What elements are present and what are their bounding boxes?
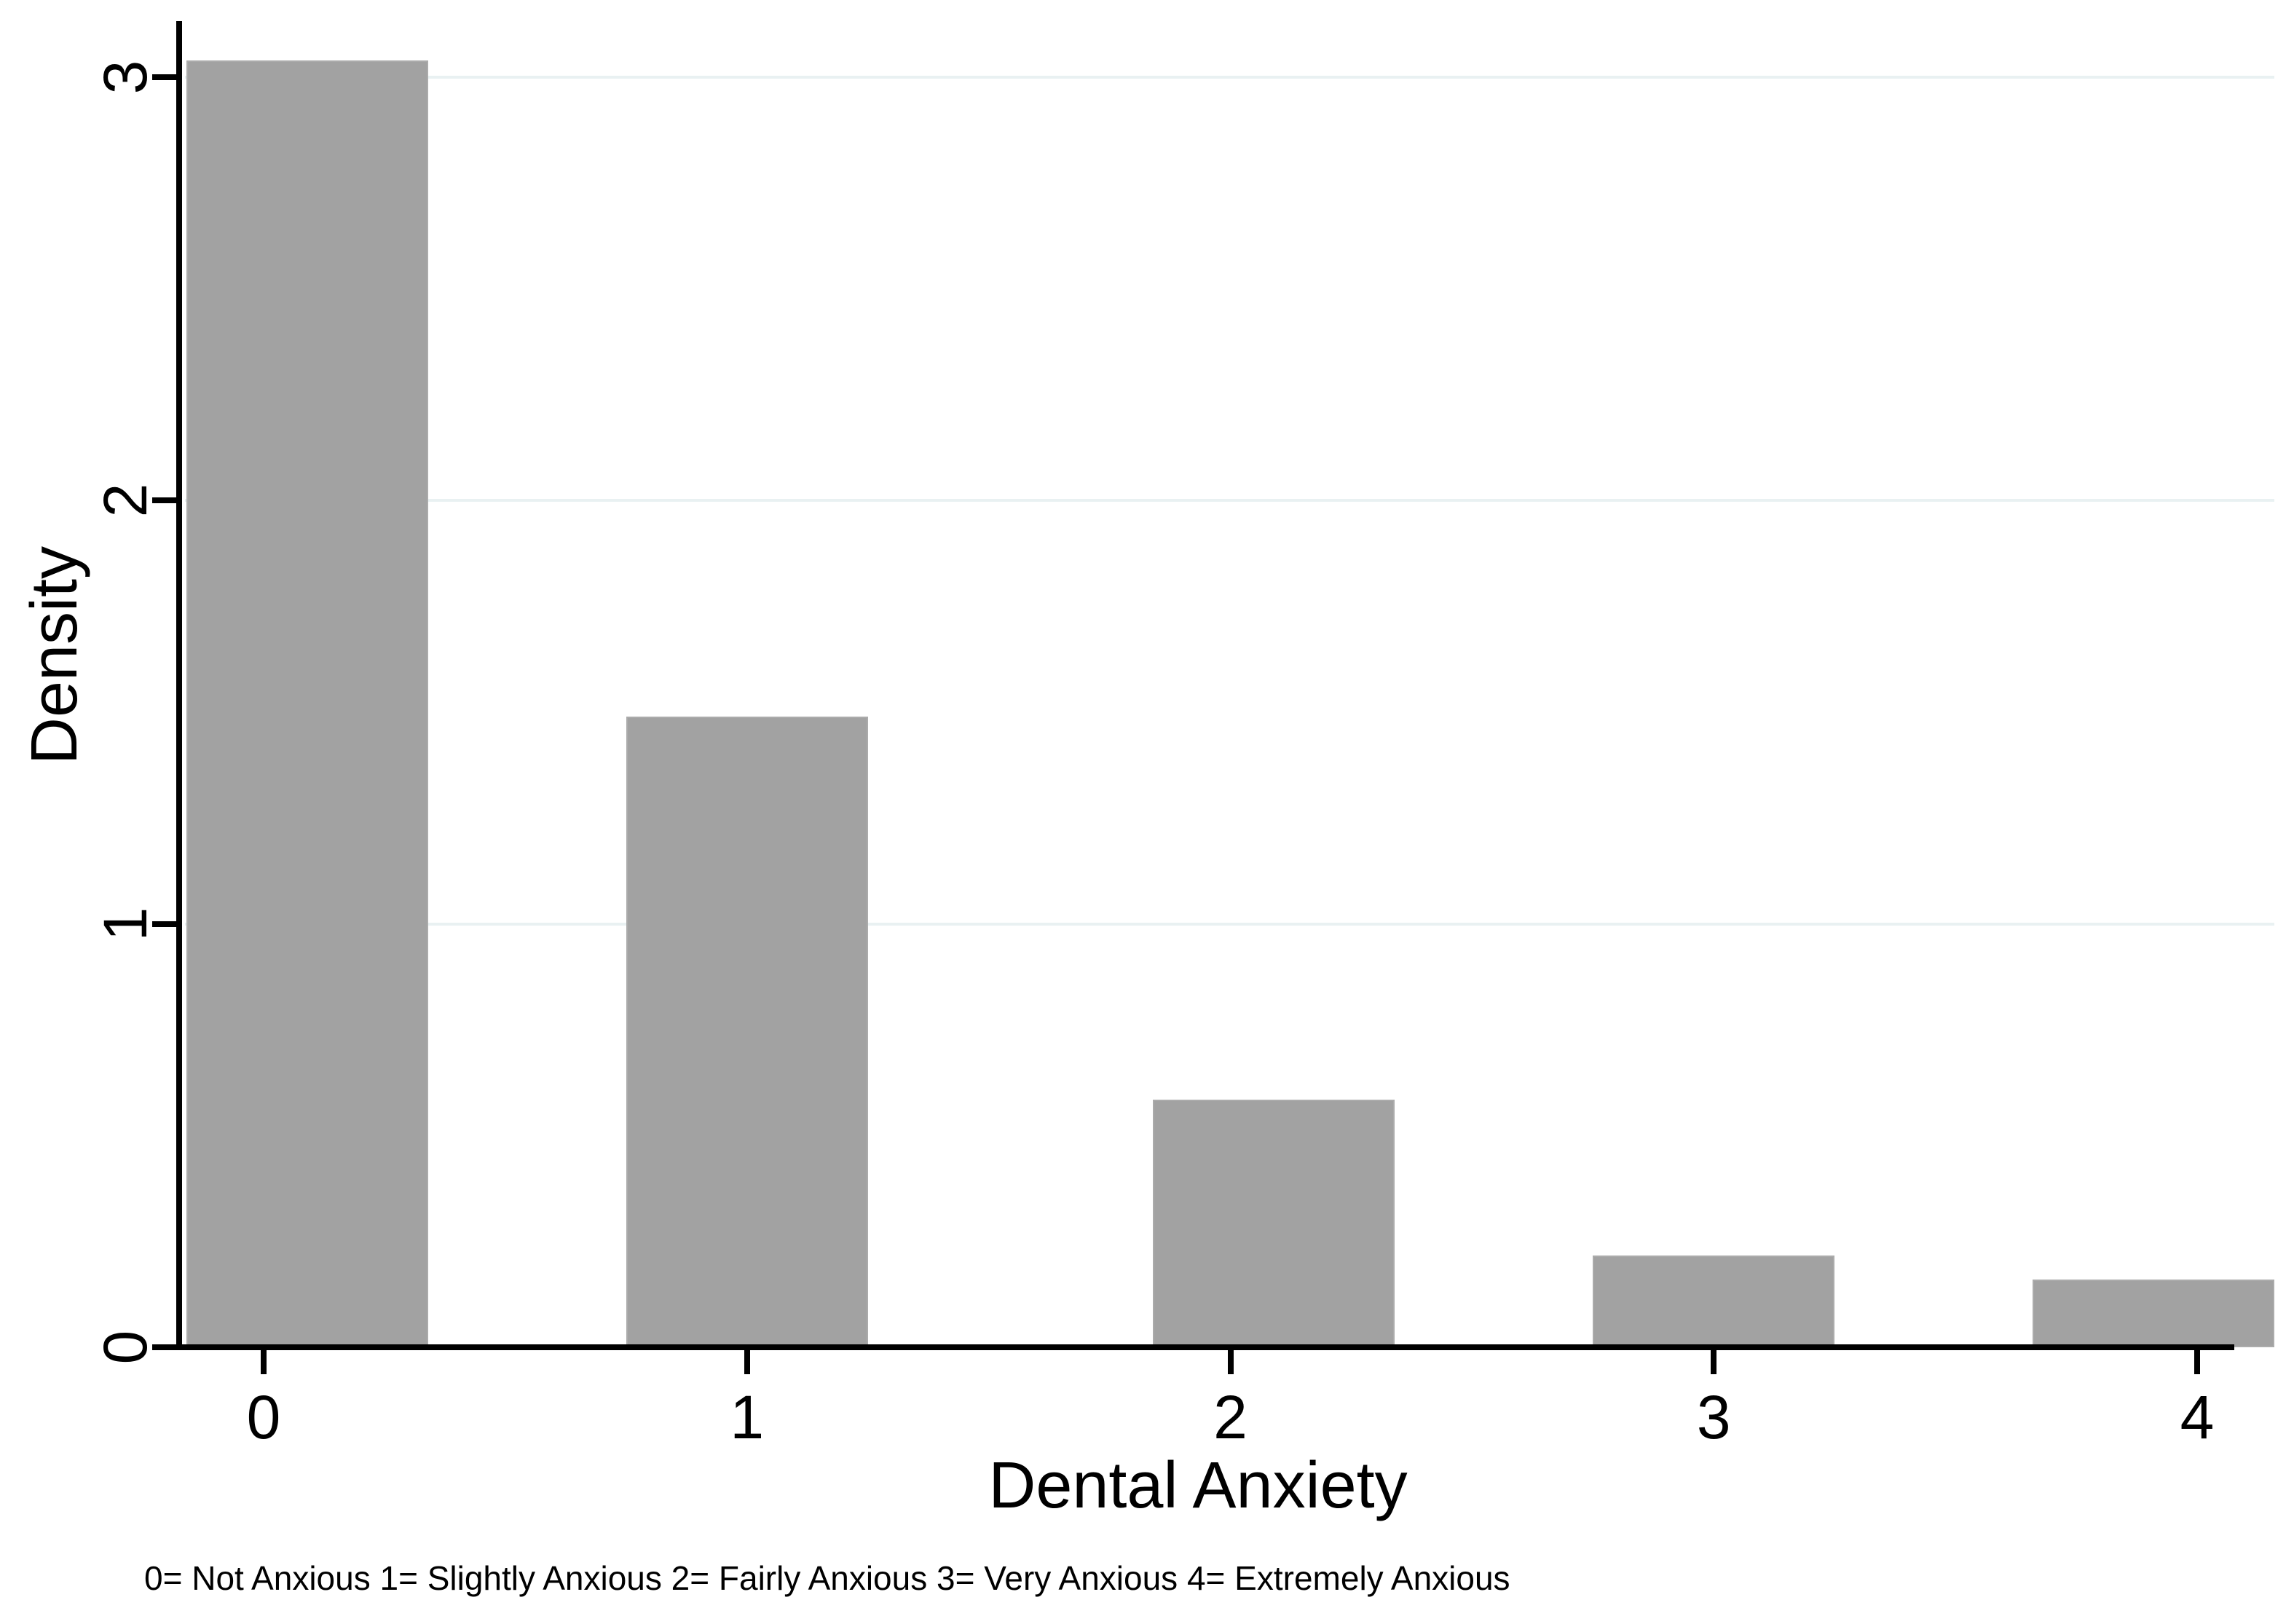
- histogram-bar-3: [1593, 1255, 1835, 1347]
- y-tick-label-1: 1: [91, 907, 159, 942]
- histogram-bar-4: [2033, 1279, 2275, 1347]
- x-tick-label-0: 0: [246, 1383, 281, 1451]
- x-tick-label-3: 3: [1696, 1383, 1731, 1451]
- x-tick-4: [2194, 1350, 2200, 1374]
- y-gridline-2: [185, 499, 2274, 502]
- y-gridline-3: [185, 76, 2274, 79]
- y-gridline-1: [185, 922, 2274, 926]
- footnote-legend: 0= Not Anxious 1= Slightly Anxious 2= Fa…: [144, 1559, 1510, 1597]
- x-tick-label-4: 4: [2180, 1383, 2215, 1451]
- histogram-bar-0: [186, 60, 428, 1347]
- x-tick-label-2: 2: [1213, 1383, 1247, 1451]
- x-axis-line: [157, 1344, 2234, 1350]
- x-tick-1: [744, 1350, 750, 1374]
- histogram-bar-1: [626, 716, 868, 1347]
- histogram-bar-2: [1153, 1099, 1395, 1347]
- y-axis-title: Density: [18, 545, 91, 765]
- y-tick-label-2: 2: [91, 483, 159, 518]
- y-tick-2: [152, 497, 176, 504]
- y-axis-line: [176, 21, 182, 1350]
- x-tick-0: [261, 1350, 267, 1374]
- y-tick-0: [152, 1344, 176, 1350]
- x-axis-title: Dental Anxiety: [988, 1449, 1408, 1522]
- y-tick-label-0: 0: [91, 1330, 159, 1365]
- y-tick-1: [152, 921, 176, 927]
- x-tick-label-1: 1: [730, 1383, 765, 1451]
- x-tick-2: [1227, 1350, 1234, 1374]
- x-tick-3: [1711, 1350, 1717, 1374]
- y-tick-3: [152, 74, 176, 80]
- y-tick-label-3: 3: [91, 60, 159, 95]
